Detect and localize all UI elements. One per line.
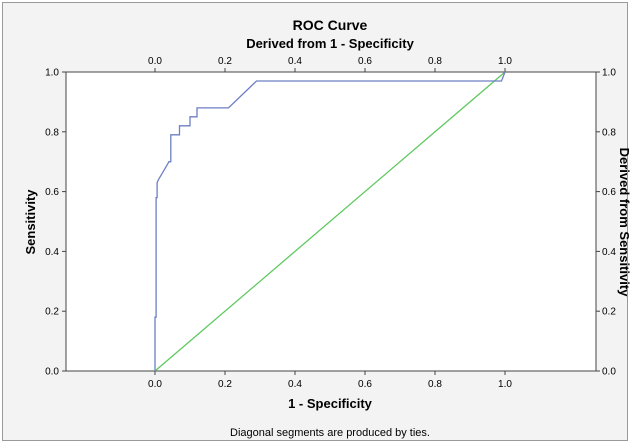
y-tick-label-left: 0.2	[45, 307, 59, 318]
footnote: Diagonal segments are produced by ties.	[230, 427, 430, 439]
y-tick-label-left: 1.0	[45, 68, 59, 79]
y-tick-label-right: 0.2	[602, 307, 616, 318]
y-tick-label-left: 0.6	[45, 187, 59, 198]
x-tick-label-top: 0.6	[358, 56, 372, 67]
y-tick-label-right: 0.6	[602, 187, 616, 198]
x-tick-label-top: 0.0	[148, 56, 162, 67]
y-tick-label-right: 1.0	[602, 68, 616, 79]
y2-axis-label: Derived from Sensitivity	[617, 148, 632, 298]
y-tick-label-right: 0.8	[602, 127, 616, 138]
y-tick-label-right: 0.4	[602, 247, 616, 258]
roc-curve-line	[154, 71, 506, 371]
chart-subtitle: Derived from 1 - Specificity	[246, 36, 414, 51]
chart-title: ROC Curve	[293, 17, 368, 33]
x-tick-label-bottom: 0.0	[148, 379, 162, 390]
x-tick-label-top: 1.0	[498, 56, 512, 67]
y-tick-label-left: 0.8	[45, 127, 59, 138]
x-tick-label-bottom: 0.4	[288, 379, 302, 390]
y-tick-label-right: 0.0	[602, 367, 616, 378]
x-tick-label-top: 0.8	[428, 56, 442, 67]
x-tick-label-bottom: 1.0	[498, 379, 512, 390]
y-axis-label: Sensitivity	[23, 189, 38, 255]
y-tick-label-left: 0.0	[45, 367, 59, 378]
y-tick-label-left: 0.4	[45, 247, 59, 258]
x-tick-label-bottom: 0.2	[218, 379, 232, 390]
x-tick-label-top: 0.4	[288, 56, 302, 67]
reference-diagonal-line	[154, 71, 506, 372]
x-tick-label-bottom: 0.8	[428, 379, 442, 390]
x-tick-label-bottom: 0.6	[358, 379, 372, 390]
x-tick-label-top: 0.2	[218, 56, 232, 67]
x-axis-label: 1 - Specificity	[288, 396, 373, 411]
